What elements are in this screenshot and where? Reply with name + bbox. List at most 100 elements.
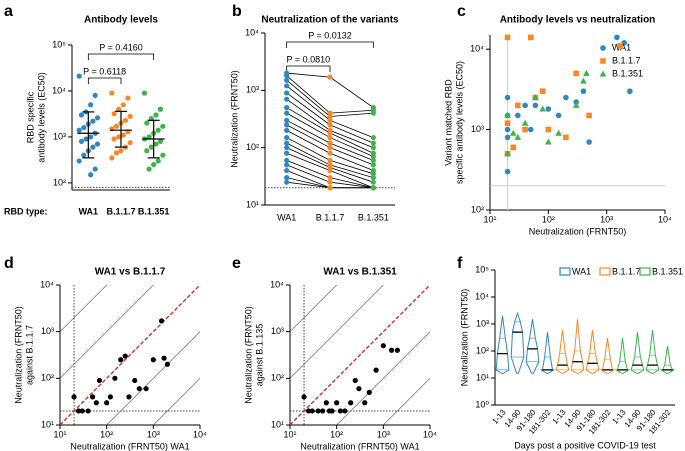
- data-point: [284, 96, 290, 102]
- x-tick-label: 10²: [542, 214, 555, 224]
- data-point: [150, 357, 156, 363]
- data-point: [327, 175, 333, 181]
- fold-line: [290, 285, 384, 379]
- data-point: [113, 150, 120, 156]
- x-tick-label: 10³: [147, 429, 160, 439]
- violin: [614, 338, 631, 374]
- data-point: [327, 157, 333, 163]
- violin: [645, 329, 660, 374]
- data-point: [394, 347, 400, 353]
- y-tick-label: 10⁴: [475, 291, 489, 301]
- data-point: [88, 134, 94, 140]
- legend-label: B.1.351: [652, 266, 683, 276]
- data-point: [155, 127, 161, 133]
- data-point: [284, 175, 290, 181]
- data-point: [545, 126, 552, 133]
- x-tick-label: WA1: [277, 212, 296, 222]
- violin: [570, 319, 585, 374]
- data-point: [136, 386, 142, 392]
- y-tick-label: 10⁵: [52, 39, 66, 49]
- data-point: [78, 138, 85, 144]
- data-point: [141, 90, 148, 96]
- data-point: [315, 408, 321, 414]
- violin: [585, 329, 600, 374]
- y-axis-label: Neutralization (FRNT50): [459, 289, 469, 387]
- data-point: [92, 92, 98, 99]
- y-tick-label: 10³: [246, 85, 259, 95]
- data-point: [112, 375, 118, 381]
- data-point: [109, 90, 115, 96]
- data-point: [284, 127, 290, 134]
- panel-title: Antibody levels vs neutralization: [500, 15, 656, 26]
- fold-lines: [290, 285, 430, 425]
- y-axis-label: Neutralization (FRNT50): [229, 70, 239, 168]
- data-point: [146, 166, 152, 172]
- fold-line: [336, 331, 430, 425]
- data-point: [342, 408, 348, 414]
- legend-label: B.1.1.7: [612, 266, 641, 276]
- data-point: [96, 377, 103, 384]
- data-point: [327, 145, 333, 151]
- y-axis-label: Neutralization (FRNT50): [13, 306, 23, 404]
- data-point: [327, 117, 333, 123]
- y-tick-label: 10¹: [271, 419, 284, 429]
- y-tick-label: 10⁵: [475, 264, 489, 274]
- p-value: P = 0.4160: [99, 42, 143, 52]
- data-point: [153, 141, 159, 147]
- data-point: [127, 113, 133, 119]
- fold-line: [290, 285, 337, 333]
- data-point: [327, 179, 333, 185]
- data-point: [81, 124, 87, 131]
- data-point: [327, 113, 333, 120]
- data-point: [509, 129, 517, 136]
- data-point: [348, 400, 354, 406]
- panel-letter: d: [4, 255, 14, 272]
- y-tick-label: 10⁴: [52, 85, 66, 95]
- data-point: [504, 120, 511, 127]
- y-tick-label: 10³: [41, 326, 54, 336]
- data-point: [327, 122, 333, 128]
- data-point: [158, 318, 165, 324]
- x-tick-label: B.1.351: [358, 212, 389, 222]
- data-point: [580, 88, 587, 95]
- legend-swatch: [559, 267, 571, 276]
- data-point: [132, 377, 138, 384]
- data-point: [320, 408, 326, 414]
- data-point: [572, 101, 580, 108]
- x-tick-label: 10²: [330, 429, 343, 439]
- identity-line: [60, 285, 200, 425]
- panel-letter: a: [4, 3, 13, 20]
- x-axis-label: Days post a positive COVID-19 test: [514, 440, 656, 450]
- panel-title: WA1 vs B.1.351: [323, 267, 397, 278]
- y-tick-label: 10⁴: [470, 44, 484, 54]
- data-point: [118, 357, 124, 363]
- data-point: [370, 175, 376, 181]
- data-point: [284, 83, 290, 89]
- data-point: [94, 141, 101, 147]
- x-tick-label: 10¹: [283, 429, 296, 439]
- x-tick-label: 10³: [377, 429, 390, 439]
- data-point: [555, 129, 562, 136]
- data-point: [370, 140, 376, 146]
- data-point: [370, 162, 376, 168]
- x-tick-label: 10⁴: [193, 429, 207, 439]
- data-point: [90, 394, 96, 400]
- data-point: [510, 144, 517, 151]
- panel-title: WA1 vs B.1.1.7: [95, 267, 166, 278]
- x-tick-label: 10³: [600, 214, 613, 224]
- data-point: [284, 122, 290, 128]
- data-point: [164, 361, 170, 367]
- data-point: [116, 134, 122, 140]
- data-point: [563, 134, 569, 141]
- identity-line: [290, 285, 430, 425]
- data-point: [81, 152, 87, 158]
- legend-swatch: [639, 267, 651, 276]
- data-point: [111, 136, 117, 142]
- data-point: [127, 140, 133, 146]
- y-tick-label: 10⁰: [475, 399, 489, 409]
- data-point: [309, 408, 315, 414]
- data-point: [504, 94, 511, 101]
- panel-title: Neutralization of the variants: [261, 15, 399, 26]
- data-point: [586, 112, 592, 119]
